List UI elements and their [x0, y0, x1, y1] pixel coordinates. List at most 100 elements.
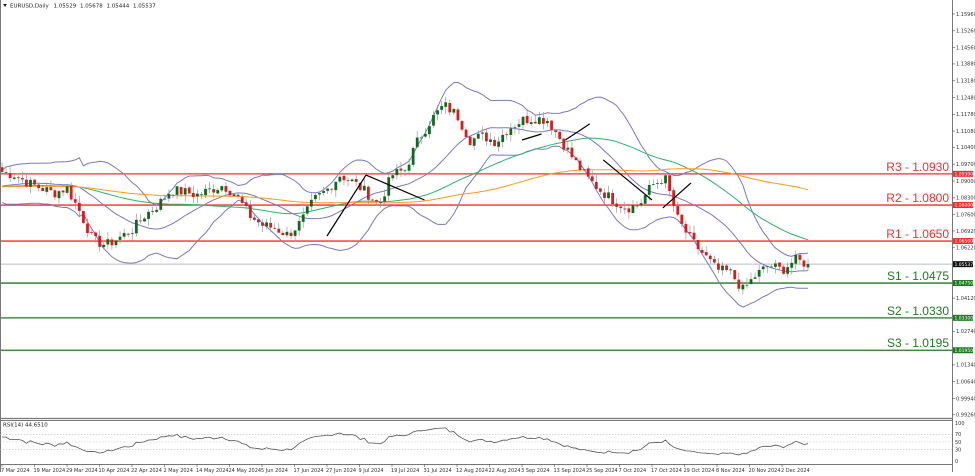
candle-body: [309, 199, 313, 207]
date-tick-label: 12 Aug 2024: [456, 468, 488, 474]
candle-body: [285, 231, 289, 236]
candle-body: [200, 194, 203, 196]
candle-body: [297, 221, 301, 231]
candle-body: [354, 179, 358, 182]
date-tick-label: 20 Nov 2024: [749, 468, 781, 474]
candle-body: [497, 141, 501, 147]
candle-body: [171, 194, 175, 196]
candle-body: [322, 191, 325, 193]
candle-body: [745, 284, 749, 286]
candle-body: [586, 168, 590, 177]
level-price-tag-text: 1.01950: [955, 348, 974, 354]
candle-body: [12, 177, 16, 179]
level-price-tag: [953, 202, 973, 209]
candle-body: [533, 121, 537, 124]
candle-body: [631, 205, 635, 213]
trendlines: [326, 123, 692, 237]
level-price-tag-text: 1.03300: [955, 315, 974, 321]
candle-body: [436, 110, 439, 115]
close-value: 1.05537: [133, 4, 156, 10]
level-price-tag-text: 1.09300: [955, 171, 974, 177]
candle-body: [387, 177, 391, 196]
candle-body: [651, 184, 655, 185]
candle-body: [603, 192, 606, 198]
candle-body: [375, 200, 378, 202]
candle-body: [769, 266, 773, 268]
trendline: [565, 123, 591, 141]
level-price-tag: [953, 314, 973, 321]
candle-body: [619, 206, 623, 209]
current-price-tag: [953, 261, 973, 268]
candle-body: [350, 179, 354, 182]
candle-body: [57, 191, 61, 199]
level-price-tag-text: 1.06500: [955, 239, 974, 245]
candle-body: [346, 179, 350, 181]
candle-body: [228, 190, 232, 196]
price-tick-label: 0.99940: [956, 396, 975, 402]
candle-body: [261, 222, 264, 226]
candle-body: [546, 121, 549, 124]
candle-body: [537, 117, 541, 124]
candle-body: [525, 115, 529, 124]
trendline: [602, 159, 653, 201]
candle-body: [505, 134, 509, 136]
candle-body: [721, 265, 724, 271]
candle-body: [330, 188, 334, 190]
candle-body: [794, 254, 798, 264]
moving-average-100: [1, 168, 809, 204]
chart-header: EURUSD,Daily 1.05529 1.05678 1.05444 1.0…: [10, 4, 156, 10]
price-axis[interactable]: 1.15960 1.15260 1.14560 1.13880 1.13180 1.124…: [952, 12, 975, 419]
candle-body: [655, 182, 659, 184]
candle-body: [269, 222, 273, 228]
time-axis[interactable]: 7 Mar 2024 19 Mar 2024 29 Mar 2024 10 Apr 2…: [1, 464, 810, 474]
candle-body: [151, 211, 155, 212]
price-tick-label: 1.07600: [956, 212, 975, 218]
level-label-s2: S2 - 1.0330: [887, 304, 949, 318]
candle-body: [680, 214, 684, 224]
candle-body: [419, 137, 423, 139]
candle-body: [191, 192, 195, 197]
candle-body: [594, 181, 598, 190]
date-tick-label: 8 Nov 2024: [716, 468, 745, 474]
bollinger-lower: [1, 145, 808, 308]
collapse-triangle-icon[interactable]: [3, 4, 7, 7]
candle-body: [692, 232, 696, 240]
candle-body: [114, 240, 118, 246]
candle-body: [155, 209, 159, 212]
level-price-tag: [953, 280, 973, 287]
trendline: [365, 174, 425, 201]
candle-body: [314, 194, 317, 200]
candle-body: [195, 193, 199, 197]
candle-body: [749, 279, 753, 284]
candle-body: [782, 266, 785, 274]
candle-body: [147, 211, 150, 219]
candle-body: [688, 232, 692, 234]
candle-body: [558, 131, 562, 139]
candle-body: [252, 217, 256, 220]
candle-body: [464, 129, 468, 137]
price-tick-label: 1.13880: [956, 62, 975, 68]
candle-body: [102, 244, 106, 248]
trendline: [521, 133, 542, 141]
candle-body: [204, 188, 207, 196]
candle-body: [684, 224, 688, 233]
date-tick-label: 9 Jul 2024: [359, 468, 384, 474]
price-tick-label: 1.04120: [956, 296, 975, 302]
price-tick-label: 0.99260: [956, 413, 975, 419]
rsi-level-label: 50: [955, 440, 961, 446]
date-tick-label: 31 Jul 2024: [424, 468, 452, 474]
candle-body: [598, 188, 602, 192]
candle-body: [476, 133, 480, 139]
candle-body: [554, 130, 558, 132]
date-tick-label: 7 Mar 2024: [1, 468, 30, 474]
candle-body: [163, 198, 167, 200]
price-tick-label: 1.12480: [956, 95, 975, 101]
candle-body: [20, 178, 24, 180]
candle-body: [106, 239, 110, 245]
candle-body: [480, 132, 484, 134]
candle-body: [134, 219, 138, 234]
trendline: [326, 174, 367, 237]
price-tick-label: 1.09700: [956, 162, 975, 168]
low-value: 1.05444: [107, 4, 130, 10]
